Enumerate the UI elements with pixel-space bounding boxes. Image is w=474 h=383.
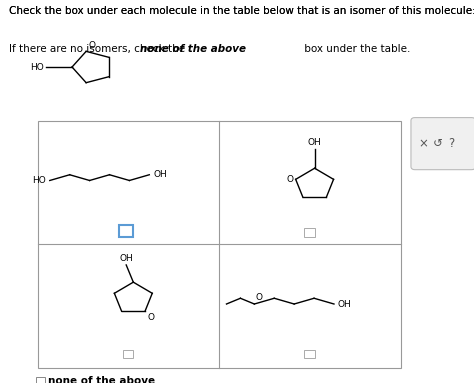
Text: HO: HO bbox=[30, 62, 44, 72]
Text: O: O bbox=[255, 293, 262, 302]
Text: O: O bbox=[147, 313, 155, 322]
Text: Check the box under each molecule in the table below that is an isomer of this m: Check the box under each molecule in the… bbox=[9, 6, 474, 16]
FancyBboxPatch shape bbox=[411, 118, 474, 170]
Text: ↺: ↺ bbox=[433, 137, 442, 150]
Bar bbox=[38, 121, 401, 368]
Bar bbox=[123, 350, 133, 358]
Text: OH: OH bbox=[338, 300, 352, 308]
Text: none of the above: none of the above bbox=[48, 376, 155, 383]
Text: O: O bbox=[286, 175, 293, 184]
Text: OH: OH bbox=[308, 138, 321, 147]
Text: HO: HO bbox=[32, 176, 46, 185]
Text: box under the table.: box under the table. bbox=[301, 44, 410, 54]
Bar bbox=[36, 377, 45, 383]
Text: Check the box under each molecule in the table below that is an isomer of this m: Check the box under each molecule in the… bbox=[9, 6, 474, 16]
Text: ?: ? bbox=[448, 137, 455, 150]
Text: ×: × bbox=[419, 137, 428, 150]
Bar bbox=[304, 228, 315, 236]
Text: If there are no isomers, check the: If there are no isomers, check the bbox=[9, 44, 189, 54]
Text: O: O bbox=[89, 41, 95, 50]
Text: OH: OH bbox=[153, 170, 167, 179]
Text: OH: OH bbox=[119, 254, 133, 263]
Bar bbox=[304, 350, 315, 358]
Text: none of the above: none of the above bbox=[140, 44, 246, 54]
FancyBboxPatch shape bbox=[118, 225, 133, 237]
